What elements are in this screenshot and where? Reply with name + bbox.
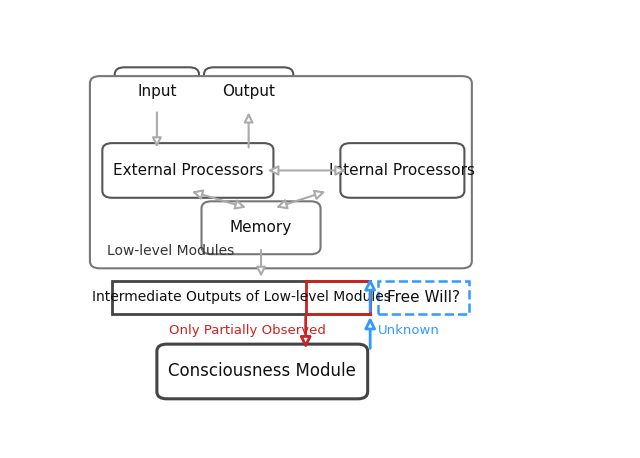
- Text: Consciousness Module: Consciousness Module: [168, 362, 356, 381]
- Text: Input: Input: [137, 84, 177, 99]
- Text: Memory: Memory: [230, 220, 292, 235]
- Text: External Processors: External Processors: [113, 163, 263, 178]
- Bar: [306, 281, 370, 314]
- FancyBboxPatch shape: [90, 76, 472, 268]
- Bar: [378, 281, 469, 314]
- FancyBboxPatch shape: [115, 67, 199, 117]
- Text: Free Will?: Free Will?: [387, 290, 460, 305]
- FancyBboxPatch shape: [157, 344, 367, 399]
- FancyBboxPatch shape: [102, 143, 273, 198]
- Text: Low-level Modules: Low-level Modules: [108, 244, 234, 258]
- Text: Unknown: Unknown: [378, 324, 440, 337]
- Text: Intermediate Outputs of Low-level Modules: Intermediate Outputs of Low-level Module…: [92, 290, 390, 305]
- Text: Internal Processors: Internal Processors: [330, 163, 476, 178]
- FancyBboxPatch shape: [340, 143, 465, 198]
- FancyBboxPatch shape: [202, 202, 321, 254]
- Bar: [112, 281, 370, 314]
- Text: Output: Output: [222, 84, 275, 99]
- Text: Only Partially Observed: Only Partially Observed: [169, 324, 326, 337]
- FancyBboxPatch shape: [204, 67, 293, 117]
